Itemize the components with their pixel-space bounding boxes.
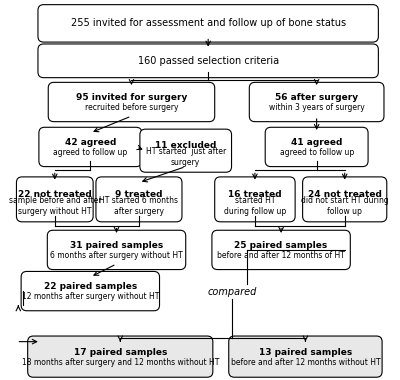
FancyBboxPatch shape — [212, 230, 350, 269]
FancyBboxPatch shape — [249, 82, 384, 122]
Text: 13 paired samples: 13 paired samples — [259, 348, 352, 357]
Text: 41 agreed: 41 agreed — [291, 138, 342, 147]
Text: 18 months after surgery and 12 months without HT: 18 months after surgery and 12 months wi… — [22, 358, 219, 367]
Text: agreed to follow up: agreed to follow up — [53, 148, 128, 157]
Text: 31 paired samples: 31 paired samples — [70, 241, 163, 250]
Text: HT started 6 months
after surgery: HT started 6 months after surgery — [100, 196, 178, 216]
FancyBboxPatch shape — [47, 230, 186, 269]
Text: agreed to follow up: agreed to follow up — [280, 148, 354, 157]
Text: 25 paired samples: 25 paired samples — [234, 241, 328, 250]
FancyBboxPatch shape — [39, 127, 142, 166]
Text: before and after 12 months of HT: before and after 12 months of HT — [217, 251, 345, 260]
Text: before and after 12 months without HT: before and after 12 months without HT — [231, 358, 380, 367]
Text: 11 excluded: 11 excluded — [155, 141, 216, 150]
Text: 17 paired samples: 17 paired samples — [74, 348, 167, 357]
FancyBboxPatch shape — [48, 82, 215, 122]
Text: 22 not treated: 22 not treated — [18, 190, 92, 199]
FancyBboxPatch shape — [38, 5, 378, 42]
Text: 24 not treated: 24 not treated — [308, 190, 382, 199]
FancyBboxPatch shape — [28, 336, 213, 377]
Text: 95 invited for surgery: 95 invited for surgery — [76, 93, 187, 102]
Text: recruited before surgery: recruited before surgery — [85, 103, 178, 112]
Text: compared: compared — [208, 287, 257, 297]
FancyBboxPatch shape — [303, 177, 387, 222]
Text: 6 months after surgery without HT: 6 months after surgery without HT — [50, 251, 183, 260]
Text: 42 agreed: 42 agreed — [65, 138, 116, 147]
Text: did not start HT during
follow up: did not start HT during follow up — [301, 196, 388, 216]
FancyBboxPatch shape — [38, 44, 378, 78]
Text: 255 invited for assessment and follow up of bone status: 255 invited for assessment and follow up… — [70, 18, 346, 28]
Text: started HT
during follow up: started HT during follow up — [224, 196, 286, 216]
FancyBboxPatch shape — [229, 336, 382, 377]
Text: 56 after surgery: 56 after surgery — [275, 93, 358, 102]
Text: sample before and after
surgery without HT: sample before and after surgery without … — [8, 196, 101, 216]
Text: 16 treated: 16 treated — [228, 190, 282, 199]
FancyBboxPatch shape — [265, 127, 368, 166]
FancyBboxPatch shape — [96, 177, 182, 222]
FancyBboxPatch shape — [21, 271, 160, 311]
Text: 12 months after surgery without HT: 12 months after surgery without HT — [22, 292, 159, 301]
Text: 9 treated: 9 treated — [115, 190, 163, 199]
Text: within 3 years of surgery: within 3 years of surgery — [269, 103, 364, 112]
FancyBboxPatch shape — [215, 177, 295, 222]
Text: HT started  just after
surgery: HT started just after surgery — [146, 147, 226, 167]
FancyBboxPatch shape — [140, 129, 232, 172]
FancyBboxPatch shape — [16, 177, 93, 222]
Text: 160 passed selection criteria: 160 passed selection criteria — [138, 56, 279, 66]
Text: 22 paired samples: 22 paired samples — [44, 282, 137, 291]
